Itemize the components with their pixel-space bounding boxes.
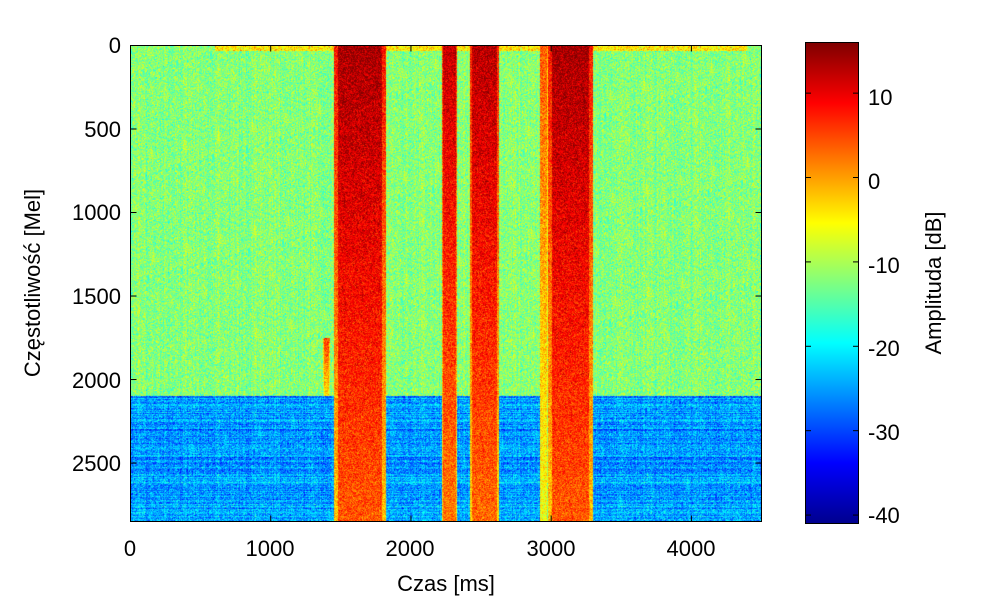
x-axis-label: Czas [ms] <box>397 571 495 596</box>
x-tick-label: 4000 <box>667 536 716 561</box>
colorbar: 10 0 -10 -20 -30 -40 <box>805 42 900 528</box>
colorbar-tick-label: -10 <box>868 253 900 278</box>
colorbar-border <box>805 42 859 524</box>
colorbar-ticks <box>805 92 859 516</box>
y-axis: 0 500 1000 1500 2000 2500 <box>72 33 762 476</box>
x-axis: 0 1000 2000 3000 4000 <box>124 45 716 561</box>
plot-border <box>130 45 762 522</box>
y-tick-label: 0 <box>109 33 121 58</box>
colorbar-gradient <box>806 43 858 523</box>
y-tick-label: 500 <box>84 117 121 142</box>
spectrogram-heatmap <box>131 46 761 521</box>
x-tick-label: 2000 <box>386 536 435 561</box>
x-tick-label: 3000 <box>527 536 576 561</box>
colorbar-tick-label: 0 <box>868 169 880 194</box>
colorbar-tick-label: -40 <box>868 503 900 528</box>
y-tick-label: 2500 <box>72 451 121 476</box>
x-tick-label: 1000 <box>246 536 295 561</box>
spectrogram-plot <box>130 45 762 522</box>
y-tick-label: 1500 <box>72 284 121 309</box>
y-axis-label: Częstotliwość [Mel] <box>20 189 45 377</box>
colorbar-tick-label: -20 <box>868 336 900 361</box>
y-tick-label: 2000 <box>72 368 121 393</box>
colorbar-tick-label: 10 <box>868 85 892 110</box>
colorbar-tick-label: -30 <box>868 420 900 445</box>
y-tick-label: 1000 <box>72 200 121 225</box>
colorbar-label: Amplituda [dB] <box>921 211 946 354</box>
x-tick-label: 0 <box>124 536 136 561</box>
